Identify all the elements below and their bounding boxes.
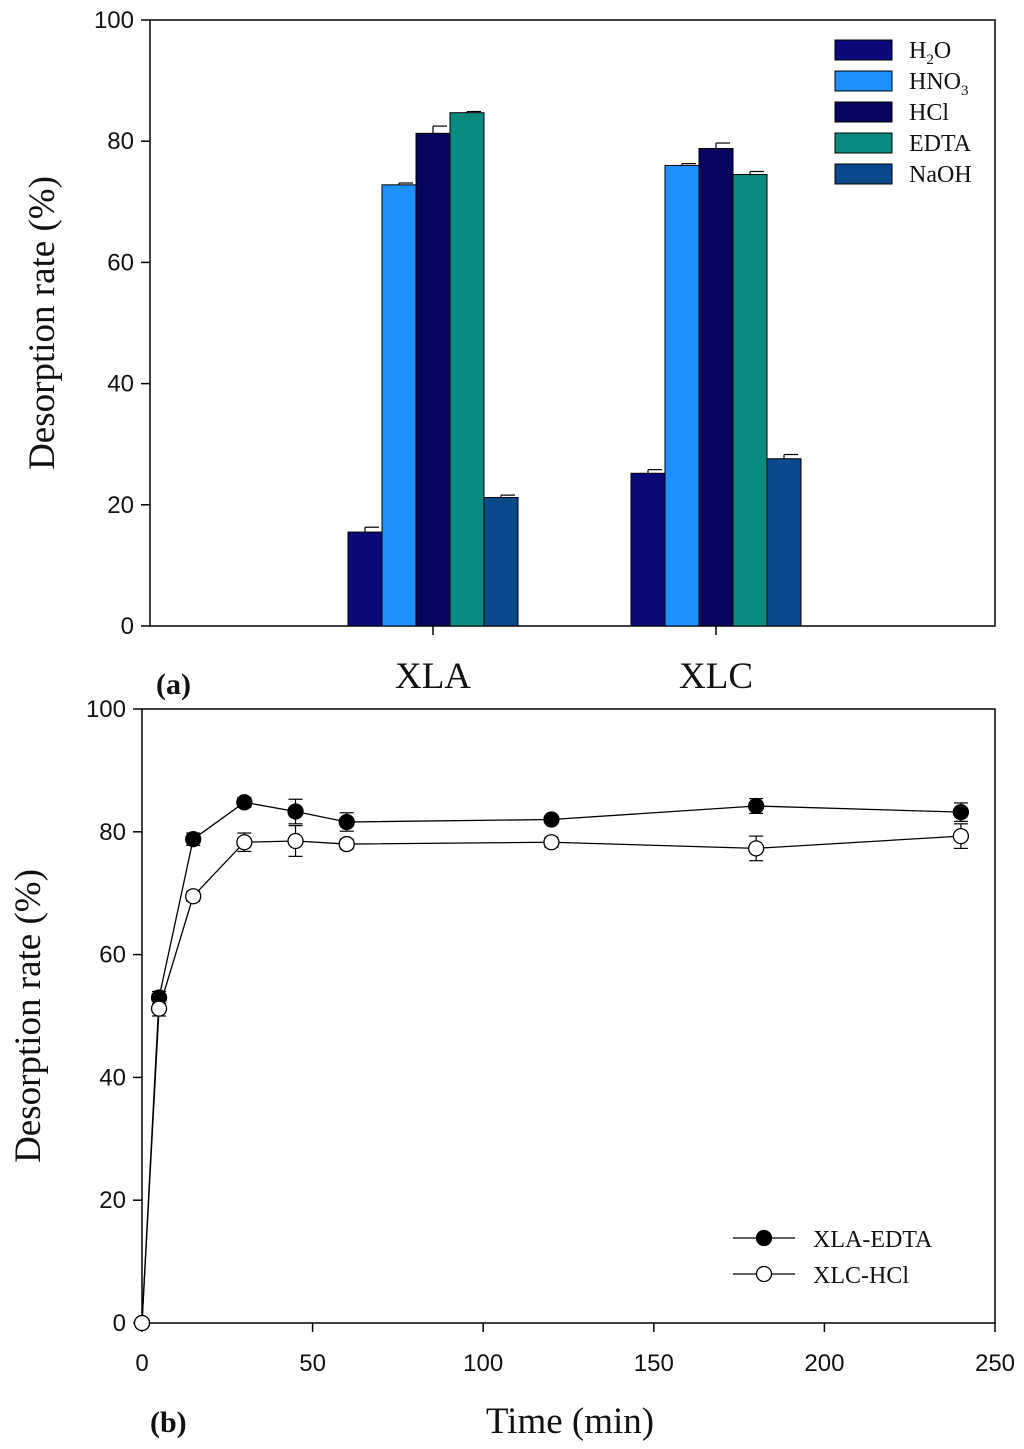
bar-xlc-edta — [732, 174, 768, 627]
point-xlc-hcl — [236, 834, 253, 851]
panel-label-b: (b) — [150, 1406, 187, 1439]
bar-xla-edta — [449, 112, 485, 627]
point-xlc-hcl — [952, 827, 970, 845]
chart-a-frame — [149, 19, 996, 627]
point-xlc-hcl — [150, 1000, 168, 1017]
y-axis-label: Desorption rate (%) — [8, 869, 49, 1163]
bar-xlc-naoh — [766, 458, 802, 627]
x-category-label: XLC — [679, 656, 753, 697]
y-tick-label: 60 — [99, 942, 126, 969]
point-xla-edta — [185, 831, 202, 848]
bar-xla-naoh — [483, 497, 519, 627]
y-tick-label: 100 — [86, 696, 126, 723]
y-tick-label: 40 — [99, 1064, 126, 1091]
legend-label-naoh: NaOH — [909, 162, 972, 188]
y-tick-label: 0 — [113, 1310, 126, 1337]
legend-swatch-hcl — [834, 101, 893, 123]
point-xlc-hcl — [748, 840, 765, 857]
legend-label-xlc-hcl: XLC-HCl — [813, 1263, 909, 1289]
point-xlc-hcl — [338, 835, 355, 853]
legend-swatch-naoh — [834, 163, 893, 185]
bar-xlc-hcl — [698, 147, 734, 627]
y-axis-label: Desorption rate (%) — [22, 176, 63, 470]
point-xla-edta — [287, 803, 304, 820]
bar-xla-hno3 — [381, 184, 417, 627]
bar-xlc-h2o — [630, 472, 666, 627]
y-tick-label: 20 — [107, 492, 134, 519]
chart-b-frame — [141, 708, 996, 1324]
legend-label-edta: EDTA — [909, 131, 972, 157]
legend-marker — [755, 1229, 773, 1247]
bar-xla-h2o — [347, 531, 383, 627]
chart-a: 0 20 40 60 80 100 XLA XLC Desorption rate (%) (a)… — [22, 7, 996, 701]
point-xlc-hcl — [133, 1314, 151, 1332]
y-tick-label: 80 — [99, 819, 126, 846]
x-tick-label: 100 — [463, 1350, 503, 1377]
legend-label-xla-edta: XLA-EDTA — [813, 1227, 933, 1253]
y-tick-label: 20 — [99, 1187, 126, 1214]
bar-xla-hcl — [415, 132, 451, 627]
point-xlc-hcl — [287, 832, 304, 850]
x-tick-label: 50 — [299, 1350, 326, 1377]
bar-xlc-hno3 — [664, 164, 700, 627]
y-tick-label: 80 — [107, 128, 134, 155]
legend-swatch-h2o — [834, 39, 893, 61]
y-tick-label: 0 — [121, 613, 134, 640]
point-xla-edta — [748, 797, 765, 815]
y-tick-label: 60 — [107, 249, 134, 276]
point-xla-edta — [952, 804, 970, 821]
x-category-label: XLA — [395, 656, 471, 697]
x-tick-label: 250 — [975, 1350, 1015, 1377]
legend-label-hcl: HCl — [909, 100, 949, 126]
y-tick-label: 40 — [107, 371, 134, 398]
y-tick-label: 100 — [94, 7, 134, 34]
chart-b: 0 20 40 60 80 100 0 50 100 150 200 250 Desorption ra… — [8, 696, 1015, 1442]
x-tick-label: 0 — [135, 1350, 148, 1377]
point-xla-edta — [338, 813, 355, 831]
point-xla-edta — [236, 794, 253, 811]
point-xlc-hcl — [185, 888, 202, 905]
legend-swatch-hno3 — [834, 70, 893, 92]
legend-label-h2o: H2O — [909, 38, 951, 68]
panel-label-a: (a) — [156, 668, 191, 701]
x-tick-label: 150 — [634, 1350, 674, 1377]
legend-swatch-edta — [834, 132, 893, 154]
x-tick-label: 200 — [804, 1350, 844, 1377]
x-axis-label: Time (min) — [486, 1401, 654, 1442]
point-xla-edta — [543, 811, 560, 828]
legend-marker — [755, 1265, 773, 1283]
point-xlc-hcl — [543, 834, 560, 851]
legend-label-hno3: HNO3 — [909, 69, 969, 99]
